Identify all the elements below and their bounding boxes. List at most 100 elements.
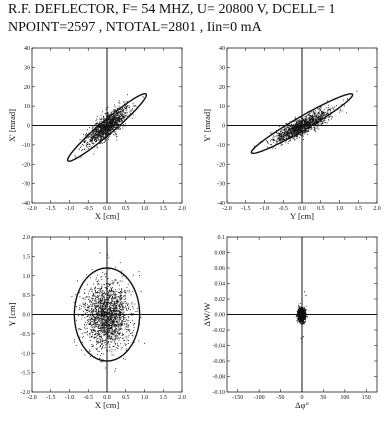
scatter-point — [132, 320, 133, 321]
scatter-point — [104, 318, 105, 319]
scatter-point — [109, 124, 110, 125]
x-tick-label: 150 — [362, 395, 371, 401]
scatter-point — [95, 317, 96, 318]
scatter-point — [290, 140, 291, 141]
x-tick-label: -100 — [254, 395, 265, 401]
scatter-point — [94, 334, 95, 335]
scatter-point — [90, 310, 91, 311]
scatter-point — [97, 348, 98, 349]
scatter-point — [89, 309, 90, 310]
scatter-point — [293, 138, 294, 139]
scatter-point — [273, 140, 274, 141]
scatter-point — [108, 120, 109, 121]
x-tick-label: 50 — [320, 395, 326, 401]
scatter-point — [298, 125, 299, 126]
scatter-point — [122, 304, 123, 305]
scatter-point — [107, 125, 108, 126]
scatter-point — [112, 127, 113, 128]
scatter-point — [323, 115, 324, 116]
scatter-point — [130, 309, 131, 310]
x-tick-label: 1.0 — [141, 395, 149, 401]
scatter-point — [328, 107, 329, 108]
scatter-point — [122, 291, 123, 292]
scatter-point — [117, 296, 118, 297]
scatter-point — [87, 284, 88, 285]
scatter-point — [98, 281, 99, 282]
scatter-point — [120, 306, 121, 307]
scatter-point — [77, 281, 78, 282]
scatter-point — [84, 289, 85, 290]
scatter-point — [95, 303, 96, 304]
scatter-point — [119, 329, 120, 330]
scatter-point — [343, 100, 344, 101]
scatter-point — [302, 119, 303, 120]
scatter-point — [121, 321, 122, 322]
scatter-point — [326, 107, 327, 108]
scatter-point — [107, 113, 108, 114]
scatter-point — [93, 319, 94, 320]
scatter-point — [113, 312, 114, 313]
scatter-point — [113, 282, 114, 283]
scatter-point — [115, 291, 116, 292]
scatter-point — [281, 138, 282, 139]
scatter-point — [114, 302, 115, 303]
scatter-point — [92, 311, 93, 312]
scatter-point — [310, 118, 311, 119]
scatter-point — [96, 139, 97, 140]
y-tick-label: -0.5 — [21, 332, 31, 338]
scatter-point — [100, 136, 101, 137]
scatter-point — [106, 329, 107, 330]
scatter-point — [102, 308, 103, 309]
scatter-point — [97, 130, 98, 131]
scatter-point — [102, 138, 103, 139]
scatter-point — [93, 304, 94, 305]
scatter-point — [92, 136, 93, 137]
scatter-point — [292, 129, 293, 130]
scatter-point — [117, 336, 118, 337]
scatter-point — [311, 129, 312, 130]
scatter-point — [99, 288, 100, 289]
scatter-point — [125, 290, 126, 291]
scatter-point — [283, 136, 284, 137]
scatter-point — [110, 313, 111, 314]
scatter-point — [101, 353, 102, 354]
scatter-point — [108, 323, 109, 324]
scatter-point — [79, 307, 80, 308]
scatter-point — [96, 292, 97, 293]
scatter-point — [103, 316, 104, 317]
scatter-point — [114, 310, 115, 311]
scatter-point — [117, 338, 118, 339]
scatter-point — [344, 105, 345, 106]
scatter-point — [329, 110, 330, 111]
scatter-point — [315, 118, 316, 119]
scatter-point — [104, 284, 105, 285]
plot-x-y: -2.0 -1.5 -1.0 -0.5 0.0 0.5 1.0 1.5 2.0-2.0-1.5-… — [7, 235, 186, 410]
scatter-point — [102, 339, 103, 340]
scatter-point — [92, 138, 93, 139]
scatter-point — [134, 304, 135, 305]
scatter-point — [119, 122, 120, 123]
scatter-point — [296, 133, 297, 134]
scatter-point — [102, 118, 103, 119]
scatter-point — [97, 323, 98, 324]
scatter-point — [128, 320, 129, 321]
scatter-point — [99, 284, 100, 285]
scatter-point — [123, 317, 124, 318]
scatter-point — [98, 324, 99, 325]
scatter-point — [108, 338, 109, 339]
scatter-point — [130, 314, 131, 315]
scatter-point — [103, 125, 104, 126]
scatter-point — [99, 133, 100, 134]
scatter-point — [101, 320, 102, 321]
scatter-point — [98, 328, 99, 329]
scatter-point — [96, 342, 97, 343]
scatter-point — [85, 303, 86, 304]
scatter-point — [115, 311, 116, 312]
y-tick-label: -1.5 — [21, 371, 31, 377]
scatter-point — [293, 138, 294, 139]
scatter-point — [97, 275, 98, 276]
scatter-point — [283, 134, 284, 135]
scatter-point — [296, 129, 297, 130]
scatter-point — [90, 319, 91, 320]
scatter-point — [311, 128, 312, 129]
